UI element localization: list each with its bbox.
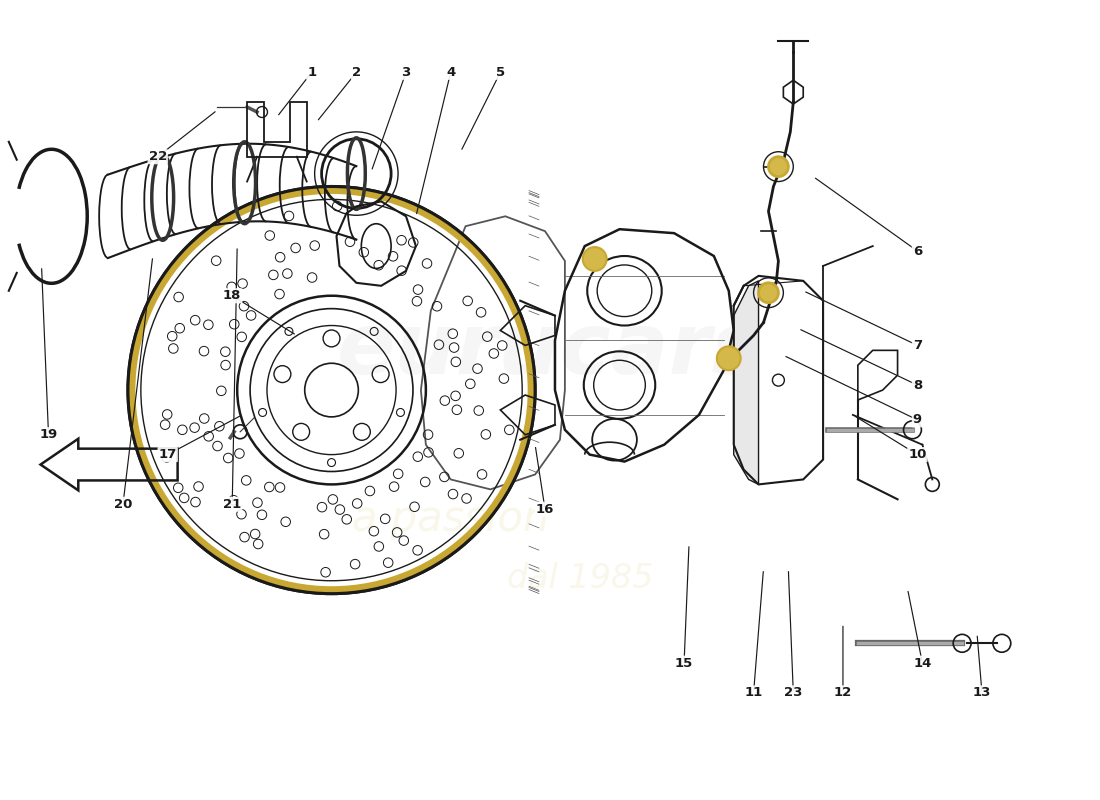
Text: 14: 14 (913, 657, 932, 670)
Text: 2: 2 (352, 66, 361, 78)
Text: 17: 17 (158, 448, 177, 461)
Text: 4: 4 (447, 66, 455, 78)
Circle shape (769, 157, 789, 177)
Text: 22: 22 (148, 150, 167, 163)
Text: 5: 5 (496, 66, 505, 78)
Text: 6: 6 (913, 245, 922, 258)
Text: 23: 23 (784, 686, 803, 699)
Text: 7: 7 (913, 339, 922, 352)
Circle shape (717, 346, 740, 370)
Text: dal 1985: dal 1985 (506, 562, 653, 595)
Circle shape (759, 283, 779, 302)
Text: 16: 16 (536, 502, 554, 516)
Text: 13: 13 (972, 686, 991, 699)
Text: 11: 11 (745, 686, 762, 699)
Text: 1: 1 (307, 66, 316, 78)
Text: 15: 15 (675, 657, 693, 670)
Text: 20: 20 (113, 498, 132, 510)
Text: a passion: a passion (352, 498, 549, 540)
Circle shape (583, 247, 606, 271)
Text: 9: 9 (913, 414, 922, 426)
Text: 8: 8 (913, 378, 922, 392)
Text: 12: 12 (834, 686, 852, 699)
Text: eurucars: eurucars (337, 309, 763, 392)
Text: 21: 21 (223, 498, 241, 510)
Text: 18: 18 (223, 290, 241, 302)
Text: 10: 10 (909, 448, 926, 461)
Text: 19: 19 (40, 428, 57, 442)
Text: 3: 3 (402, 66, 410, 78)
Polygon shape (734, 281, 759, 485)
